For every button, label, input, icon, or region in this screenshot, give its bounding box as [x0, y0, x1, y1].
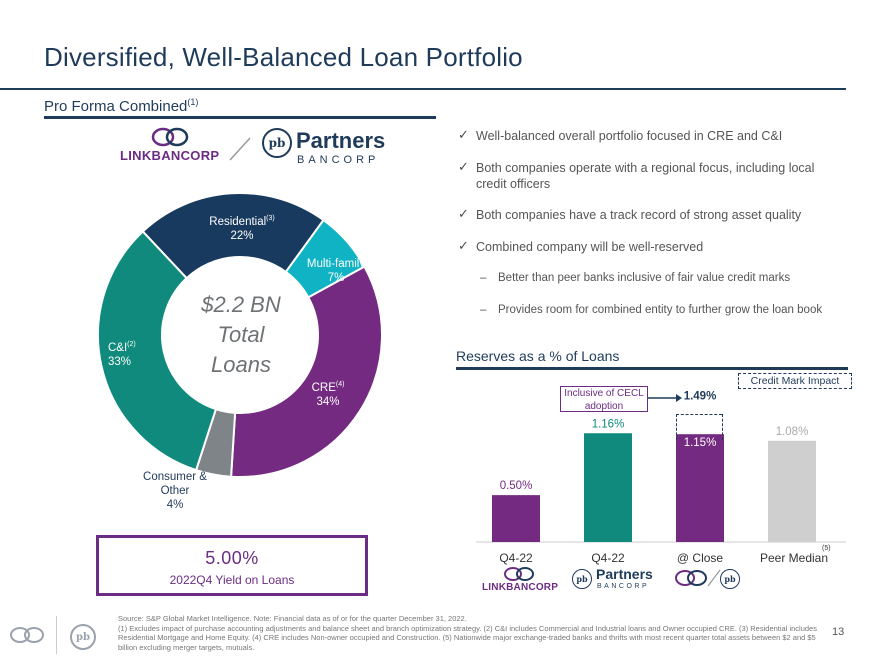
slice-ci-pct: 33%: [108, 355, 132, 368]
bar-category-label: @ Close: [676, 551, 724, 565]
partners-logo-text: Partners: [296, 128, 386, 153]
donut-slice-cre: [230, 265, 383, 478]
reserves-chart-title: Reserves as a % of Loans: [456, 348, 620, 364]
bullet-item: ✓ Both companies have a track record of …: [458, 206, 848, 223]
reserves-bar-chart: 0.50% 1.16% 1.15% 1.08% 1.49%: [476, 390, 846, 543]
dashed-bracket-right: [722, 414, 723, 440]
partners-pb-icon: pb: [572, 569, 592, 589]
donut-center-text: $2.2 BN Total Loans: [170, 290, 312, 380]
bullet-item: ✓ Combined company will be well-reserved: [458, 238, 848, 255]
dash-icon: –: [480, 272, 487, 284]
logo-slash-divider: [229, 137, 251, 161]
bullet-item: ✓ Both companies operate with a regional…: [458, 159, 848, 192]
footer-notes: Source: S&P Global Market Intelligence. …: [118, 614, 818, 652]
bar-category-label: Q4-22: [499, 551, 533, 565]
checkmark-icon: ✓: [458, 206, 469, 221]
section-subtitle-footnote: (1): [187, 97, 199, 107]
bancorp-small-logo-text: BANCORP: [597, 583, 650, 590]
footer-source: Source: S&P Global Market Intelligence. …: [118, 614, 467, 623]
slice-label-residential: Residential(3) 22%: [202, 212, 282, 243]
dash-icon: –: [480, 304, 487, 316]
checkmark-icon: ✓: [458, 159, 469, 174]
partners-pb-icon: pb: [262, 128, 292, 158]
peer-median-footnote: (5): [822, 545, 831, 552]
section-subtitle-text: Pro Forma Combined: [44, 98, 188, 115]
link-rings-icon: [151, 127, 189, 147]
slice-ci-name: C&I: [108, 341, 128, 354]
reserves-divider: [456, 367, 848, 370]
linkbancorp-logo-text: LINKBANCORP: [120, 148, 220, 163]
page-title: Diversified, Well-Balanced Loan Portfoli…: [44, 42, 523, 72]
title-divider: [0, 88, 846, 90]
yield-value: 5.00%: [205, 548, 259, 568]
dashed-bracket-top: [676, 414, 722, 415]
link-rings-icon: [10, 627, 44, 643]
slice-residential-sup: (3): [266, 215, 275, 222]
slice-residential-pct: 22%: [230, 229, 254, 242]
logo-slash-divider: [707, 569, 721, 587]
checkmark-icon: ✓: [458, 238, 469, 253]
donut-center-line3: Loans: [211, 352, 271, 377]
donut-slice-ci: [97, 230, 218, 472]
section-divider: [44, 116, 436, 119]
sub-bullet-text: Provides room for combined entity to fur…: [498, 304, 823, 316]
checkmark-icon: ✓: [458, 127, 469, 142]
slice-label-multifamily: Multi-family 7%: [298, 257, 374, 285]
slice-cre-name: CRE: [311, 381, 336, 394]
sub-bullet-item: – Better than peer banks inclusive of fai…: [480, 272, 790, 284]
bar-total-label: 1.49%: [684, 390, 717, 402]
slice-multifamily-pct: 7%: [327, 272, 345, 284]
slice-cre-pct: 34%: [316, 395, 340, 408]
donut-center-line1: $2.2 BN: [201, 292, 281, 317]
partners-pb-icon: pb: [720, 569, 740, 589]
footer-logo-divider: [56, 616, 57, 654]
link-rings-icon: [675, 570, 707, 586]
slice-cre-sup: (4): [335, 381, 345, 388]
donut-slice-residential: [141, 192, 325, 280]
sub-bullet-text: Better than peer banks inclusive of fair…: [498, 272, 791, 284]
footer-footnotes: (1) Excludes impact of purchase accounti…: [118, 623, 817, 652]
slice-label-cre: CRE(4) 34%: [300, 378, 356, 409]
linkbancorp-small-logo-text: LINKBANCORP: [482, 582, 559, 593]
link-rings-icon: [504, 567, 534, 581]
section-subtitle: Pro Forma Combined(1): [44, 97, 198, 115]
dashed-bracket-left: [676, 414, 677, 440]
slice-multifamily-name: Multi-family: [306, 258, 366, 270]
slice-label-ci: C&I(2) 33%: [108, 338, 152, 369]
page-number: 13: [832, 626, 845, 638]
bullet-text: Well-balanced overall portfolio focused …: [476, 129, 783, 143]
donut-center-line2: Total: [217, 322, 265, 347]
slice-consumer-name: Consumer & Other: [143, 471, 207, 497]
bullet-text: Combined company will be well-reserved: [476, 240, 704, 254]
cecl-callout-arrow: [648, 394, 682, 402]
slice-residential-name: Residential: [209, 215, 267, 228]
bullet-item: ✓ Well-balanced overall portfolio focuse…: [458, 127, 848, 144]
bullet-text: Both companies operate with a regional f…: [476, 161, 815, 191]
bar-value-label: 0.50%: [500, 480, 533, 492]
cecl-callout: Inclusive of CECL adoption: [560, 386, 648, 412]
bar: [768, 440, 816, 542]
sub-bullet-item: – Provides room for combined entity to fu…: [480, 304, 822, 316]
yield-label: 2022Q4 Yield on Loans: [169, 573, 295, 587]
bar: [676, 434, 724, 542]
bar-category-label: Peer Median: [759, 551, 829, 565]
bar-value-label: 1.16%: [592, 418, 625, 430]
slice-ci-sup: (2): [127, 341, 136, 348]
bar-category-label: Q4-22: [591, 551, 625, 565]
loan-mix-donut-chart: [97, 192, 383, 478]
bar-value-label: 1.08%: [776, 426, 809, 438]
bar: [584, 433, 632, 542]
yield-box: 5.00% 2022Q4 Yield on Loans: [96, 535, 368, 596]
bar: [492, 495, 540, 542]
slice-label-consumer: Consumer & Other 4%: [130, 470, 220, 512]
slice-consumer-pct: 4%: [166, 499, 184, 511]
bullet-text: Both companies have a track record of st…: [476, 208, 802, 222]
bancorp-logo-text: BANCORP: [297, 154, 380, 166]
bar-value-label: 1.15%: [684, 437, 717, 449]
partners-pb-icon: pb: [70, 624, 96, 650]
partners-small-logo-text: Partners: [596, 566, 653, 582]
credit-mark-callout: Credit Mark Impact: [738, 373, 852, 389]
